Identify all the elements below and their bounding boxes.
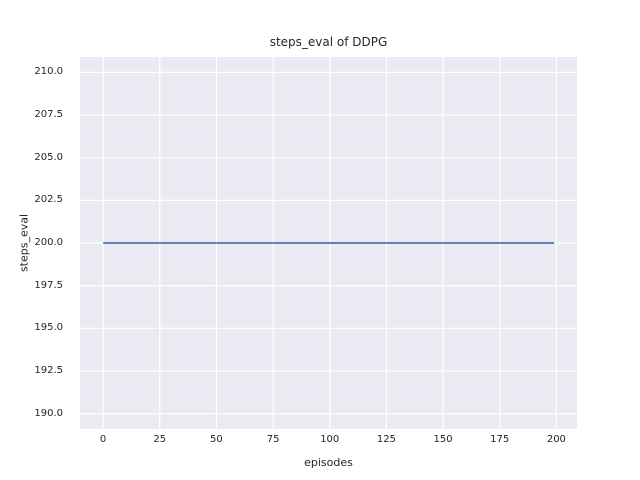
y-tick-label: 197.5 [34,279,63,291]
y-tick-label: 207.5 [34,109,63,121]
x-tick-label: 0 [99,434,107,445]
plot-area [80,57,577,429]
x-tick-label: 75 [266,434,280,445]
y-axis-label: steps_eval [17,213,31,273]
plot-canvas [80,57,577,429]
chart-title: steps_eval of DDPG [269,35,388,49]
x-tick-label: 100 [320,434,340,445]
x-tick-label: 150 [433,434,453,445]
y-tick-label: 192.5 [34,364,63,376]
x-tick-label: 200 [546,434,566,445]
x-tick-label: 175 [490,434,510,445]
y-tick-label: 210.0 [34,66,63,78]
x-tick-label: 50 [210,434,223,445]
x-tick-label: 25 [153,434,167,445]
y-tick-label: 190.0 [34,407,63,419]
y-tick-label: 205.0 [34,151,63,163]
y-tick-label: 202.5 [34,194,63,206]
y-tick-label: 200.0 [34,237,63,248]
x-axis-label: episodes [304,456,353,469]
y-tick-label: 195.0 [34,322,63,334]
x-tick-label: 125 [376,434,396,445]
